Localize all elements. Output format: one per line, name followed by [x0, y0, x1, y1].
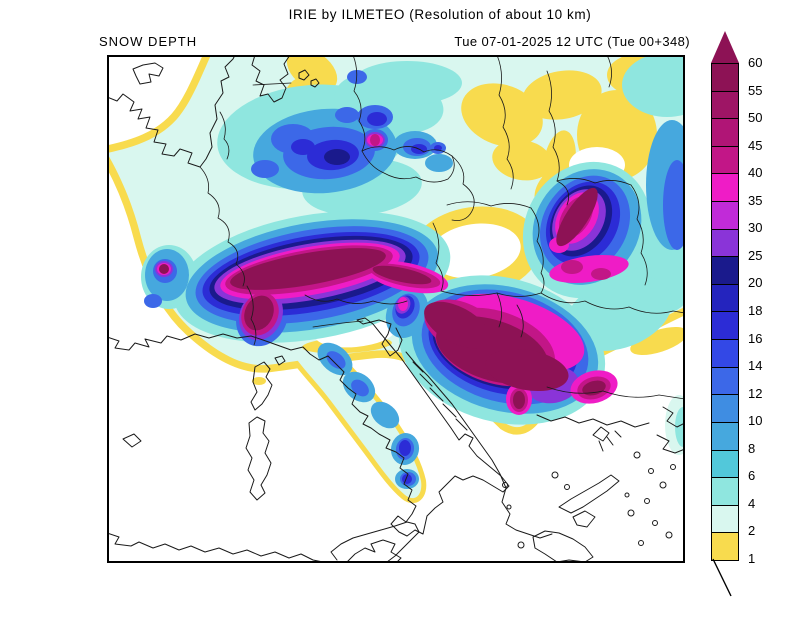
- legend-tick-label: 35: [748, 192, 763, 208]
- legend-tick-label: 45: [748, 137, 763, 153]
- legend-segment: [712, 173, 738, 202]
- legend-segment: [712, 118, 738, 146]
- legend-tick-label: 8: [748, 440, 756, 456]
- legend-tick-label: 6: [748, 468, 756, 484]
- legend-tick-label: 1: [748, 551, 756, 566]
- map-canvas: [107, 55, 685, 563]
- legend-tick-label: 40: [748, 165, 763, 181]
- coastlines: [107, 55, 685, 563]
- legend-segment: [712, 477, 738, 505]
- legend-tick-label: 18: [748, 303, 763, 318]
- legend-segment: [712, 90, 738, 119]
- legend-tick-label: 55: [748, 82, 763, 98]
- legend-tick-label: 2: [748, 523, 756, 539]
- legend-segment: [712, 504, 738, 533]
- legend-segment: [712, 421, 738, 450]
- legend-segment: [712, 339, 738, 367]
- legend-tick-label: 10: [748, 413, 763, 429]
- map-frame: [107, 55, 685, 563]
- legend-tick-label: 20: [748, 275, 763, 291]
- snow-depth-map: [107, 55, 685, 563]
- legend-segment: [712, 64, 738, 91]
- page-title: IRIE by ILMETEO (Resolution of about 10 …: [288, 7, 592, 22]
- legend-colorbar: [711, 63, 739, 561]
- colorbar-legend: 60 55 50 45 40 35 30 25 20 18 16 14 12 10 8 6 4 2 1: [704, 30, 796, 610]
- legend-segment: [712, 201, 738, 229]
- legend-segment: [712, 145, 738, 174]
- legend-segment: [712, 449, 738, 478]
- legend-tick-label: 14: [748, 358, 763, 374]
- legend-tick-label: 16: [748, 330, 763, 346]
- legend-segment: [712, 311, 738, 340]
- legend-tick-label: 50: [748, 110, 763, 126]
- legend-tick-labels: 60 55 50 45 40 35 30 25 20 18 16 14 12 10 8 6 4 2 1: [748, 55, 788, 566]
- legend-segment: [712, 366, 738, 395]
- legend-tick-label: 4: [748, 495, 756, 511]
- legend-segment: [712, 283, 738, 312]
- field-label: SNOW DEPTH: [99, 34, 198, 49]
- legend-segment: [712, 394, 738, 422]
- country-borders: [199, 55, 685, 400]
- legend-tick-label: 12: [748, 385, 763, 401]
- legend-tick-label: 60: [748, 55, 763, 70]
- legend-tick-label: 30: [748, 220, 763, 236]
- legend-segment: [712, 532, 738, 560]
- snow-depth-field: [107, 55, 685, 498]
- legend-leader-line: [712, 558, 732, 597]
- raspberry-cores: [159, 187, 606, 409]
- legend-tick-label: 25: [748, 247, 763, 263]
- legend-segment: [712, 228, 738, 257]
- legend-arrow-icon: [711, 31, 739, 63]
- legend-segment: [712, 256, 738, 284]
- valid-time-label: Tue 07-01-2025 12 UTC (Tue 00+348): [454, 34, 690, 49]
